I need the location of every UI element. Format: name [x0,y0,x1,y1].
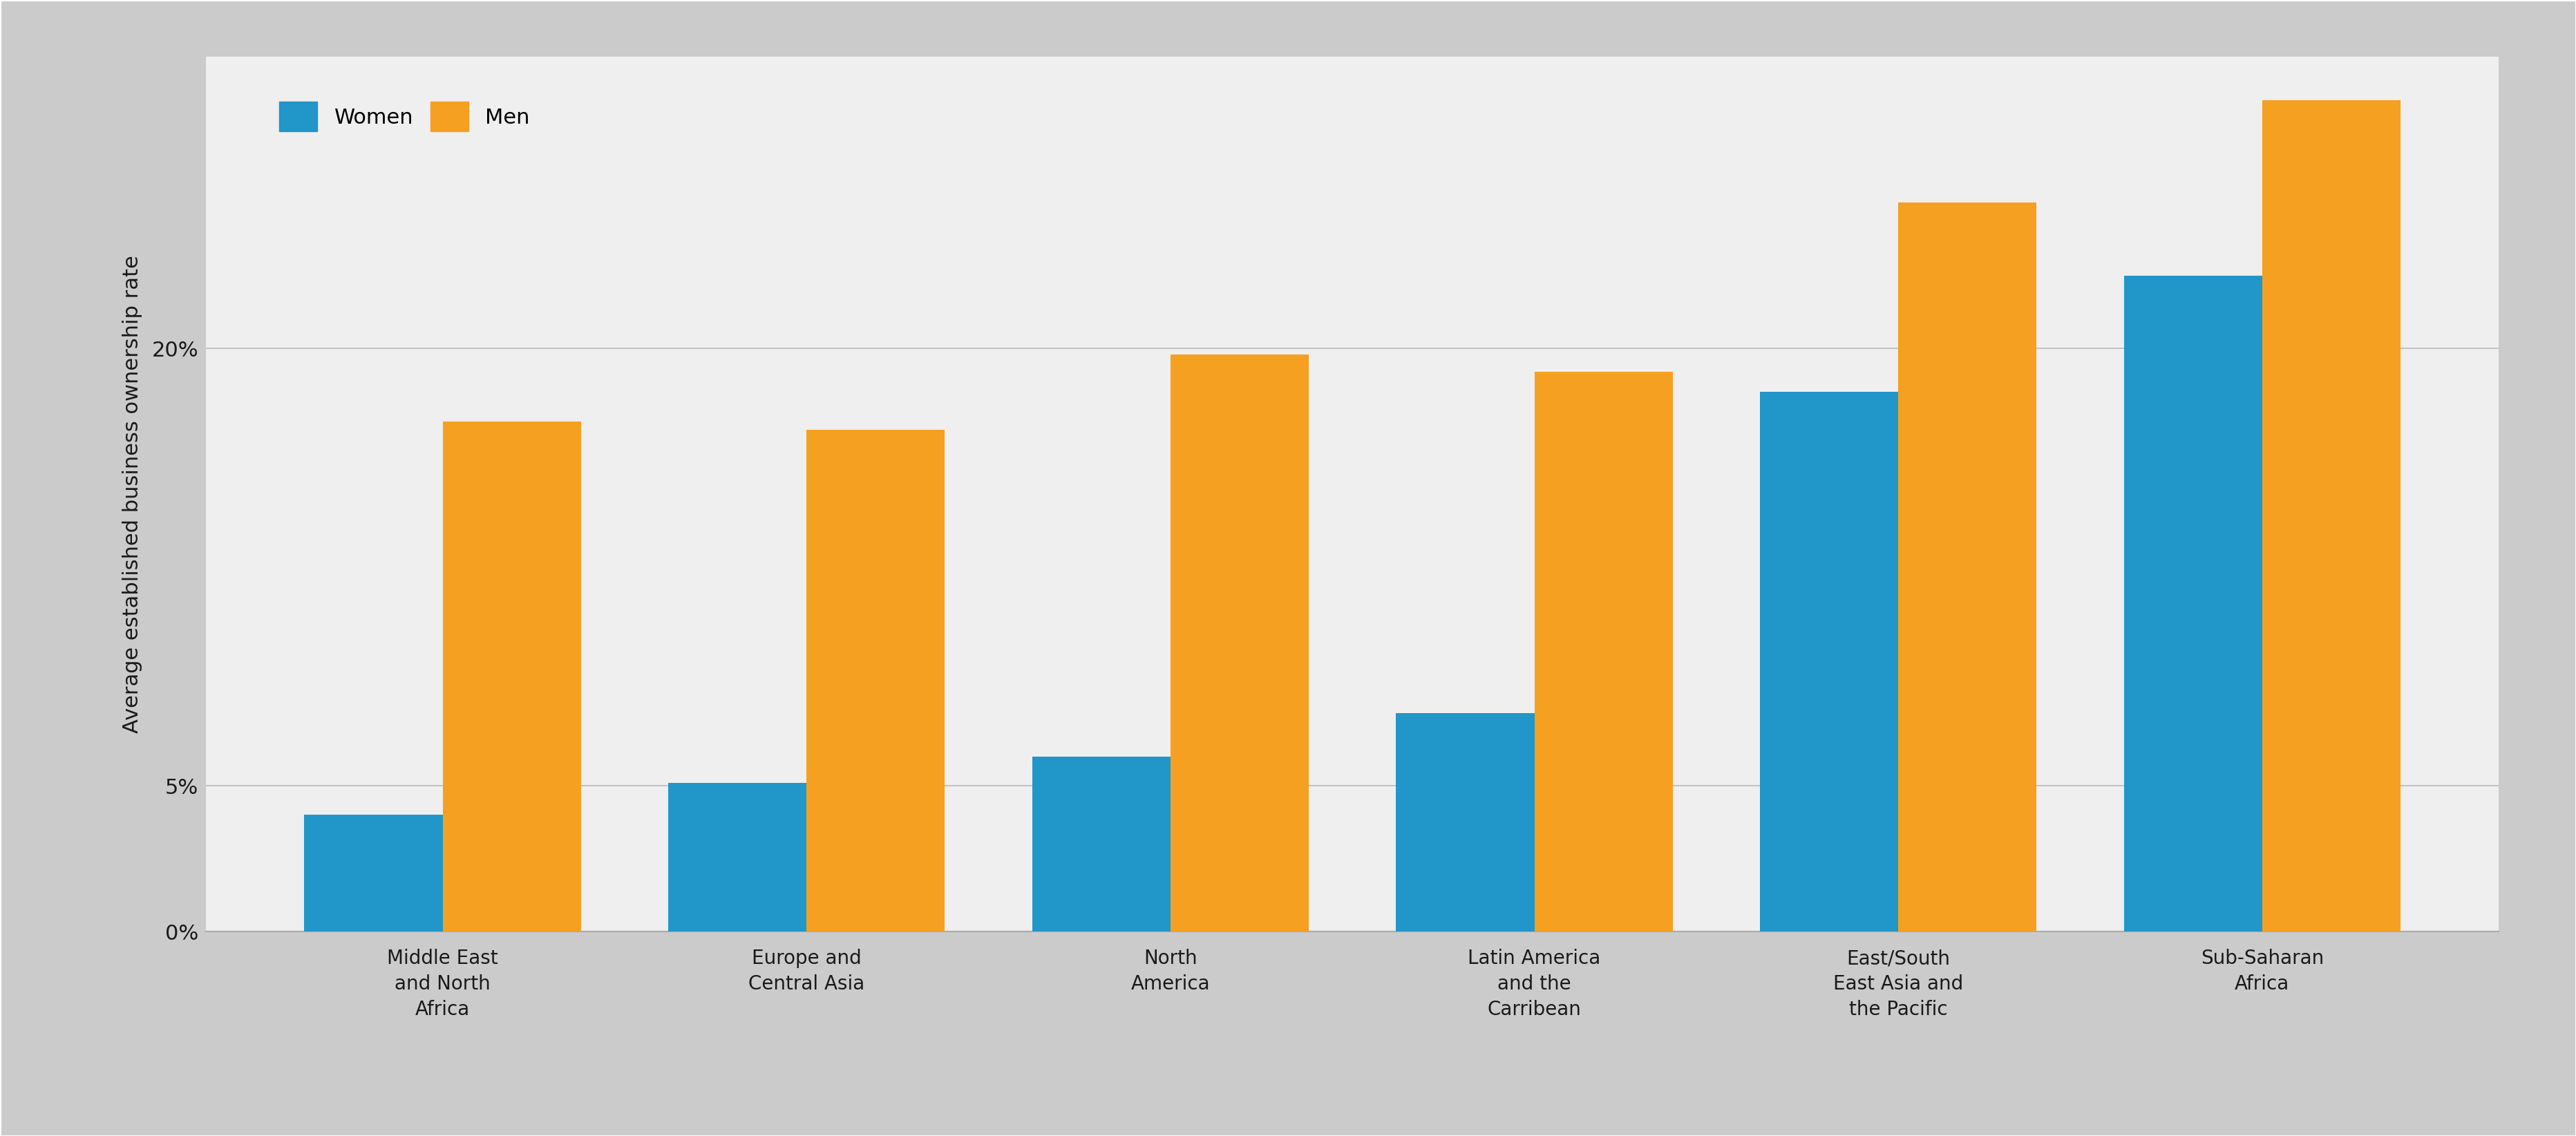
Bar [2262,100,2401,932]
Bar [1899,202,2038,932]
Bar [2123,276,2262,932]
Bar [667,783,806,932]
Bar [304,815,443,932]
Legend: Women, Men: Women, Men [263,85,546,149]
Bar [1170,354,1309,932]
Bar [806,431,945,932]
Bar [443,421,582,932]
Bar [1033,757,1170,932]
Bar [1759,392,1899,932]
Bar [1396,713,1535,932]
Y-axis label: Average established business ownership rate: Average established business ownership r… [124,256,142,733]
Bar [1535,371,1672,932]
